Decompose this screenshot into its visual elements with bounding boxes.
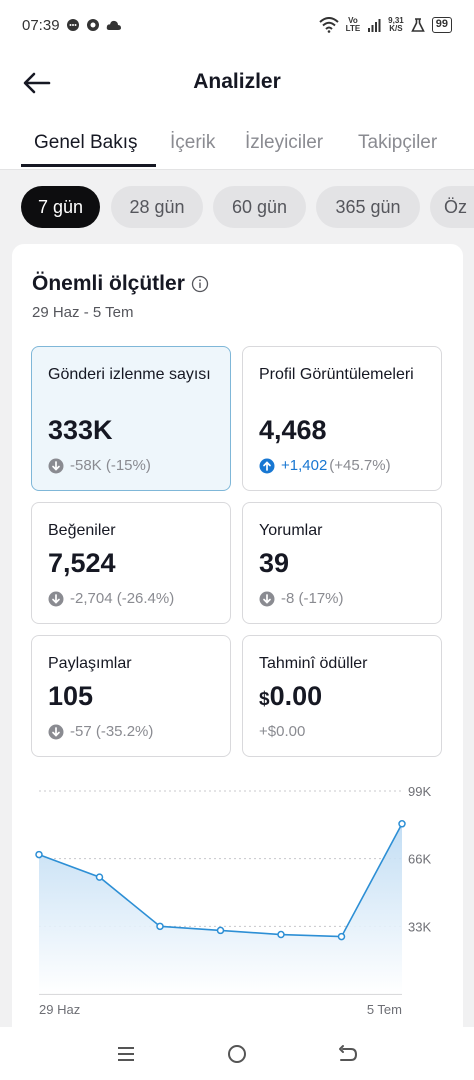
metric-value: 7,524 <box>48 548 116 578</box>
metric-label: Beğeniler <box>48 522 116 539</box>
tab-bar: Genel Bakış İçerik İzleyiciler Takipçile… <box>0 114 474 170</box>
tab-followers[interactable]: Takipçiler <box>358 132 438 153</box>
cloud-icon <box>106 19 122 31</box>
metric-comments[interactable]: Yorumlar 39 -8 (-17%) <box>242 502 442 624</box>
metric-likes[interactable]: Beğeniler 7,524 -2,704 (-26.4%) <box>31 502 231 624</box>
chart-area <box>39 823 402 994</box>
arrow-down-circle-icon <box>259 591 275 606</box>
tab-overview[interactable]: Genel Bakış <box>34 132 138 153</box>
data-point <box>277 930 285 939</box>
range-365-days[interactable]: 365 gün <box>316 186 420 228</box>
range-custom[interactable]: Öz <box>430 186 474 228</box>
metric-label: Gönderi izlenme sayısı <box>48 366 211 383</box>
arrow-down-circle-icon <box>48 458 64 473</box>
volte-indicator: Vo LTE <box>345 16 361 33</box>
metric-label: Yorumlar <box>259 522 323 539</box>
metric-change: -58K (-15%) <box>48 457 151 474</box>
tab-viewers[interactable]: İzleyiciler <box>245 132 324 153</box>
system-nav-bar <box>0 1027 474 1080</box>
wifi-icon <box>318 17 339 33</box>
range-28-days[interactable]: 28 gün <box>111 186 203 228</box>
views-chart: 99K 66K 33K 29 Haz 5 Tem <box>35 784 431 1017</box>
metric-label: Profil Görüntülemeleri <box>259 366 414 383</box>
data-point <box>398 820 406 828</box>
range-60-days[interactable]: 60 gün <box>213 186 306 228</box>
back-nav-button[interactable] <box>328 1034 368 1074</box>
active-tab-indicator <box>21 164 156 167</box>
app-notification-icon <box>86 18 100 32</box>
recent-apps-button[interactable] <box>106 1034 146 1074</box>
metric-value: $0.00 <box>259 681 323 711</box>
circle-icon <box>227 1044 246 1063</box>
data-point <box>156 922 164 931</box>
metric-change: +$0.00 <box>259 723 306 740</box>
status-bar: 07:39 Vo LTE 9,31 K/S 99 <box>0 0 474 50</box>
arrow-down-circle-icon <box>48 724 64 739</box>
data-point <box>35 850 43 859</box>
page-title: Analizler <box>193 70 281 93</box>
x-tick-label: 29 Haz <box>39 1002 80 1017</box>
info-icon[interactable] <box>191 275 209 293</box>
message-icon <box>66 18 80 32</box>
metric-change: +1,402 (+45.7%) <box>259 457 391 474</box>
y-tick-label: 99K <box>408 784 431 799</box>
metric-shares[interactable]: Paylaşımlar 105 -57 (-35.2%) <box>31 635 231 757</box>
y-tick-label: 66K <box>408 852 431 867</box>
flask-icon <box>410 18 425 32</box>
metric-post-views[interactable]: Gönderi izlenme sayısı 333K -58K (-15%) <box>31 346 231 491</box>
header: Analizler <box>0 50 474 114</box>
range-7-days[interactable]: 7 gün <box>21 186 100 228</box>
battery-icon: 99 <box>431 17 452 33</box>
arrow-down-circle-icon <box>48 591 64 606</box>
metric-value: 333K <box>48 415 113 445</box>
metric-value: 4,468 <box>259 415 327 445</box>
network-speed: 9,31 K/S <box>388 16 404 33</box>
return-icon <box>339 1044 358 1061</box>
signal-icon <box>367 18 381 32</box>
metric-change: -2,704 (-26.4%) <box>48 590 174 607</box>
metric-change: -8 (-17%) <box>259 590 344 607</box>
arrow-left-icon <box>23 72 51 94</box>
back-button[interactable] <box>20 66 54 100</box>
metric-estimated-rewards[interactable]: Tahminî ödüller $0.00 +$0.00 <box>242 635 442 757</box>
status-time: 07:39 <box>22 16 60 34</box>
metric-change: -57 (-35.2%) <box>48 723 153 740</box>
date-range-label: 29 Haz - 5 Tem <box>32 304 134 321</box>
data-point <box>95 873 104 881</box>
menu-icon <box>117 1046 134 1061</box>
y-tick-label: 33K <box>408 919 431 934</box>
metric-value: 39 <box>259 548 290 578</box>
data-point <box>216 926 225 935</box>
data-point <box>337 932 346 941</box>
metric-value: 105 <box>48 681 94 711</box>
tab-content[interactable]: İçerik <box>170 132 216 153</box>
x-tick-label: 5 Tem <box>367 1002 402 1017</box>
home-button[interactable] <box>217 1034 257 1074</box>
section-title: Önemli ölçütler <box>32 272 209 296</box>
metric-label: Tahminî ödüller <box>259 655 368 672</box>
metric-profile-views[interactable]: Profil Görüntülemeleri 4,468 +1,402 (+45… <box>242 346 442 491</box>
key-metrics-card: Önemli ölçütler 29 Haz - 5 Tem Gönderi i… <box>12 244 463 1044</box>
metric-label: Paylaşımlar <box>48 655 132 672</box>
date-range-chips: 7 gün 28 gün 60 gün 365 gün Öz <box>0 170 474 244</box>
arrow-up-circle-icon <box>259 458 275 473</box>
